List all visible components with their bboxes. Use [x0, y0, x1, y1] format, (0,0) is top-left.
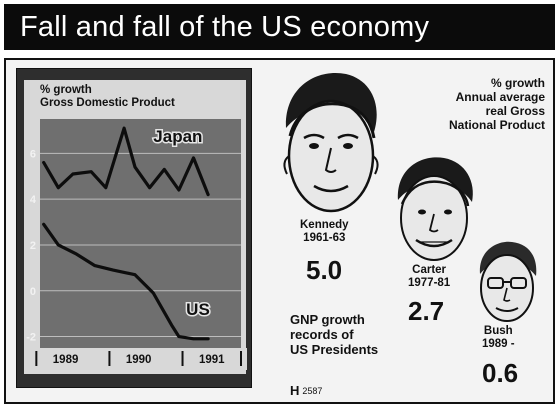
kennedy-portrait [283, 72, 379, 213]
x-tick-label: 1991 [199, 354, 225, 366]
x-axis-band [34, 348, 247, 370]
kennedy-label: Kennedy 1961-63 [300, 219, 349, 245]
gnp-caption-line-3: US Presidents [290, 342, 379, 357]
gnp-caption-line-2: records of [290, 327, 354, 342]
gnp-caption: GNP growth records of US Presidents [290, 312, 378, 357]
gnp-description: % growth Annual average real Gross Natio… [449, 76, 545, 132]
y-tick-label: 2 [30, 240, 36, 252]
gdp-chart-ylabel: % growth [40, 84, 92, 96]
x-tick-label: 1990 [126, 354, 152, 366]
series-line-us [42, 222, 210, 341]
publisher-logo: H [290, 383, 300, 398]
bush-name: Bush [483, 325, 513, 337]
carter-name: Carter [412, 264, 447, 276]
gnp-caption-line-1: GNP growth [290, 312, 365, 327]
page-title: Fall and fall of the US economy [4, 4, 555, 50]
plot-area [40, 119, 241, 348]
bush-years: 1989 - [482, 338, 515, 350]
gnp-description-line-1: Annual average [455, 90, 545, 104]
series-label-us: US [186, 300, 210, 319]
carter-portrait [397, 157, 473, 261]
kennedy-years: 1961-63 [303, 232, 346, 244]
y-tick-label: -2 [26, 332, 36, 344]
y-tick-label: 4 [30, 194, 37, 206]
x-tick-label: 1989 [53, 354, 79, 366]
gnp-ylabel: % growth [491, 76, 545, 90]
y-tick-label: 0 [30, 286, 36, 298]
series-line-japan [42, 126, 210, 197]
kennedy-name: Kennedy [300, 219, 349, 231]
gdp-chart-label: % growth Gross Domestic Product [40, 84, 175, 110]
bush-portrait [479, 241, 537, 322]
carter-years: 1977-81 [408, 277, 451, 289]
y-tick-label: 6 [30, 148, 36, 160]
gnp-description-line-2: real Gross [485, 104, 545, 118]
bush-label: Bush 1989 - [482, 325, 515, 351]
bush-value: 0.6 [482, 358, 519, 388]
carter-value: 2.7 [408, 296, 445, 326]
gdp-chart-subtitle: Gross Domestic Product [40, 97, 175, 109]
series-label-japan: Japan [153, 127, 202, 146]
kennedy-value: 5.0 [306, 255, 343, 285]
carter-label: Carter 1977-81 [408, 264, 450, 290]
credit-code: 2587 [302, 385, 323, 396]
credit: H 2587 [290, 383, 322, 398]
gnp-description-line-3: National Product [448, 118, 545, 132]
